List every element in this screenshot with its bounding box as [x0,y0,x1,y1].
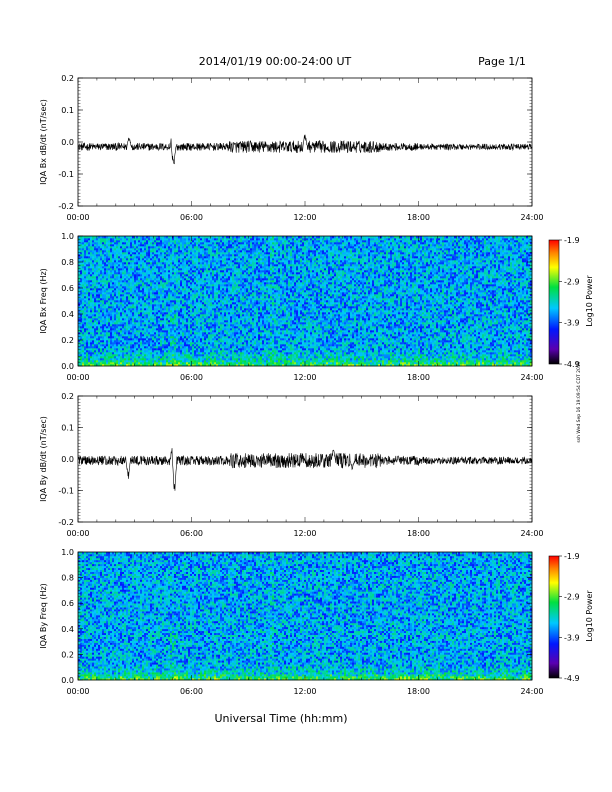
y-tick-label: 0.6 [61,599,74,608]
y-tick-label: 0.6 [61,284,74,293]
y-tick-label: 0.2 [61,74,74,83]
x-tick-label: 18:00 [407,687,430,696]
y-axis-label: IQA By dB/dt (nT/sec) [39,416,48,502]
y-tick-label: -0.1 [58,487,74,496]
x-tick-label: 00:00 [66,213,89,222]
plot-frame [78,78,532,206]
colorbar-label: Log10 Power [585,275,594,327]
colorbar-tick-label: -4.9 [564,674,580,683]
panels: 0.2 0.1 0.0 -0.1 -0.2 00:00 06:00 12:00 18:00 24:… [39,74,594,696]
y-tick-label: 0.0 [61,676,74,685]
y-tick-label: 0.0 [61,362,74,371]
header-date-range: 2014/01/19 00:00-24:00 UT [199,55,352,68]
x-tick-label: 12:00 [293,373,316,382]
series-line [78,135,532,164]
colorbar-tick-label: -3.9 [564,633,580,642]
y-axis-label: IQA Bx dB/dt (nT/sec) [39,99,48,185]
x-tick-label: 00:00 [66,687,89,696]
y-tick-label: 0.4 [61,625,74,634]
y-tick-label: 0.2 [61,650,74,659]
y-tick-label: 0.2 [61,392,74,401]
y-tick-label: 0.0 [61,455,74,464]
y-tick-label: -0.1 [58,170,74,179]
x-tick-label: 06:00 [180,687,203,696]
y-tick-label: -0.2 [58,202,74,211]
colorbar-tick-label: -4.9 [564,360,580,369]
x-tick-label: 12:00 [293,529,316,538]
y-tick-label: -0.2 [58,518,74,527]
x-tick-label: 12:00 [293,213,316,222]
x-tick-label: 24:00 [520,213,543,222]
y-tick-label: 0.0 [61,138,74,147]
colorbar [549,556,559,678]
x-tick-label: 06:00 [180,529,203,538]
x-tick-label: 00:00 [66,373,89,382]
colorbar-tick-label: -2.9 [564,593,580,602]
spectrogram [78,552,532,680]
x-axis-label: Universal Time (hh:mm) [215,712,348,725]
series-line [78,448,532,491]
x-tick-label: 00:00 [66,529,89,538]
panel-3: 0.2 0.1 0.0 -0.1 -0.2 00:00 06:00 12:00 18:00 24:… [39,392,544,538]
side-note: ssh Wed Sep 16 19:09:54 CDT 2019 [576,361,582,442]
colorbar-tick-label: -1.9 [564,236,580,245]
x-tick-label: 24:00 [520,529,543,538]
colorbar [549,240,559,364]
x-tick-label: 24:00 [520,687,543,696]
y-tick-label: 0.1 [61,106,74,115]
y-tick-label: 0.2 [61,336,74,345]
y-axis-label: IQA By Freq (Hz) [39,583,48,649]
y-tick-label: 0.8 [61,258,74,267]
y-tick-label: 0.4 [61,310,74,319]
panel-4: -1.9 -2.9 -3.9 -4.9 Log10 Power 1.0 0.8 0.6 0.4 0… [39,548,594,696]
y-tick-label: 0.1 [61,424,74,433]
x-tick-label: 18:00 [407,529,430,538]
x-tick-label: 12:00 [293,687,316,696]
x-tick-label: 24:00 [520,373,543,382]
spectrogram [78,236,532,366]
colorbar-tick-label: -2.9 [564,277,580,286]
x-tick-label: 18:00 [407,213,430,222]
colorbar-tick-label: -1.9 [564,552,580,561]
y-tick-label: 1.0 [61,232,74,241]
x-tick-label: 18:00 [407,373,430,382]
y-tick-label: 0.8 [61,574,74,583]
colorbar-tick-label: -3.9 [564,319,580,328]
x-tick-label: 06:00 [180,373,203,382]
y-axis-label: IQA Bx Freq (Hz) [39,268,48,334]
header-page: Page 1/1 [478,55,526,68]
panel-1: 0.2 0.1 0.0 -0.1 -0.2 00:00 06:00 12:00 18:00 24:… [39,74,544,222]
panel-2: -1.9 -2.9 -3.9 -4.9 Log10 Power 1.0 0.8 0.6 0.4 0… [39,232,594,382]
x-tick-label: 06:00 [180,213,203,222]
colorbar-label: Log10 Power [585,590,594,642]
y-tick-label: 1.0 [61,548,74,557]
